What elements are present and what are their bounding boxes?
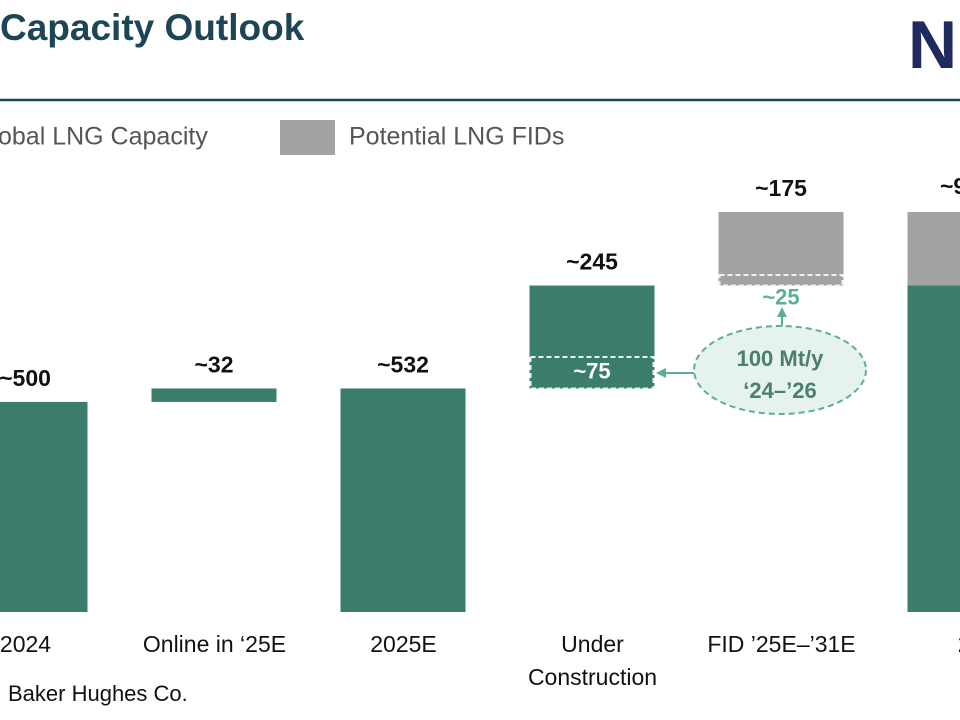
bar bbox=[529, 285, 655, 389]
source: Baker Hughes Co. bbox=[8, 681, 188, 706]
highlight-label: ~25 bbox=[762, 284, 799, 309]
x-tick-label: Online in ‘25E bbox=[142, 631, 287, 657]
arrow-head bbox=[777, 307, 787, 317]
value-label: ~500 bbox=[0, 365, 51, 391]
highlight-box bbox=[529, 355, 655, 390]
x-tick-label: Under Construction bbox=[527, 631, 658, 690]
x-tick-label: FID ’25E–’31E bbox=[707, 631, 856, 657]
callout-ellipse bbox=[693, 325, 867, 415]
legend-swatch bbox=[280, 120, 335, 155]
bar bbox=[907, 285, 960, 612]
callout-text: ‘24–’26 bbox=[743, 378, 816, 403]
x-tick-label: 20 bbox=[878, 628, 960, 661]
x-tick-label: 2024 bbox=[0, 631, 52, 657]
value-label: ~175 bbox=[755, 175, 807, 201]
legend-label: obal LNG Capacity bbox=[0, 123, 208, 151]
total-label: ~9 bbox=[940, 173, 960, 199]
highlight-box bbox=[718, 274, 844, 287]
bar bbox=[907, 212, 960, 286]
bar bbox=[340, 388, 466, 612]
highlight-label: ~75 bbox=[573, 359, 610, 384]
value-label: ~532 bbox=[377, 352, 429, 378]
bar bbox=[151, 388, 277, 402]
value-label: ~245 bbox=[566, 249, 618, 275]
chart-title: Capacity Outlook bbox=[0, 7, 305, 48]
legend-label: Potential LNG FIDs bbox=[349, 123, 564, 151]
logo: N bbox=[908, 7, 957, 83]
arrow-head bbox=[656, 368, 666, 378]
value-label: ~32 bbox=[194, 352, 233, 378]
callout-text: 100 Mt/y bbox=[737, 346, 825, 371]
bar bbox=[718, 212, 844, 286]
x-tick-label: 2025E bbox=[370, 631, 437, 657]
bar bbox=[0, 401, 88, 612]
